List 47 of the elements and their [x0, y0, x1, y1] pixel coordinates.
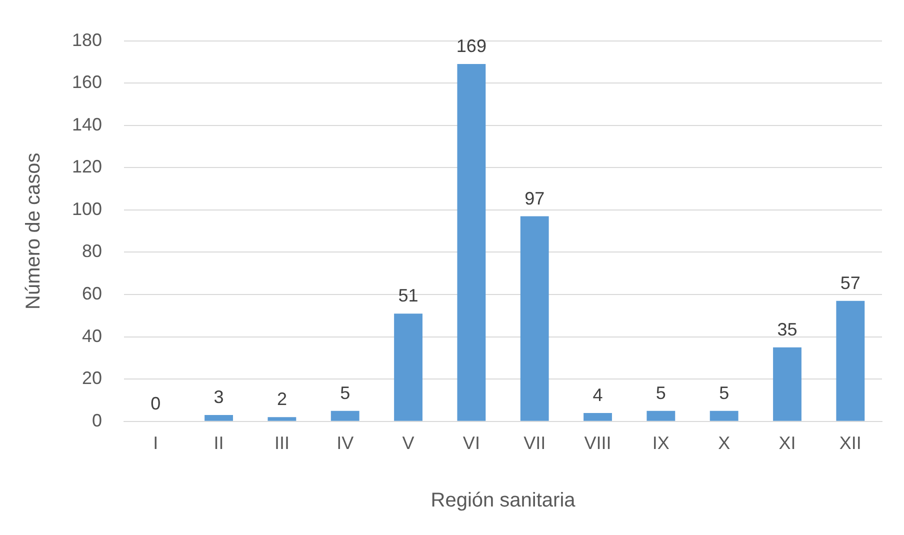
x-tick-label: X	[718, 433, 730, 454]
y-tick-label: 0	[92, 410, 102, 430]
y-tick-label: 60	[82, 284, 102, 304]
bar	[520, 216, 549, 421]
x-tick-label: V	[402, 433, 414, 454]
y-tick-label: 160	[72, 72, 102, 92]
y-tick-label: 20	[82, 368, 102, 388]
bar	[646, 410, 676, 421]
x-tick-label: I	[153, 433, 158, 454]
data-label: 57	[840, 272, 860, 293]
x-axis-title: Región sanitaria	[430, 490, 576, 512]
bar	[773, 347, 802, 421]
bar	[394, 314, 422, 421]
x-tick-label: XI	[778, 433, 796, 454]
data-label: 2	[276, 389, 287, 410]
bar	[836, 300, 865, 421]
bar	[710, 410, 738, 421]
x-tick-label: XII	[839, 433, 862, 454]
bar	[268, 417, 296, 421]
bar	[457, 64, 486, 421]
x-tick-label: VI	[462, 433, 480, 454]
data-label: 3	[214, 387, 224, 408]
data-label: 169	[456, 36, 486, 56]
x-tick-label: II	[214, 433, 224, 454]
y-tick-label: 140	[72, 114, 102, 134]
data-label: 5	[340, 382, 350, 403]
data-label: 97	[524, 188, 545, 208]
data-label: 5	[719, 382, 730, 403]
data-label: 4	[592, 384, 603, 405]
bar	[330, 410, 360, 421]
x-tick-label: IX	[652, 433, 670, 454]
y-tick-label: 120	[72, 156, 102, 177]
data-label: 0	[150, 393, 161, 414]
y-axis-title: Número de casos	[22, 152, 45, 310]
data-label: 35	[777, 319, 798, 340]
bar	[204, 415, 233, 421]
bar	[584, 412, 612, 421]
x-tick-label: IV	[336, 433, 354, 454]
y-tick-label: 100	[72, 198, 102, 219]
x-tick-label: VII	[524, 433, 546, 454]
x-tick-label: III	[274, 433, 290, 454]
y-tick-label: 40	[82, 326, 102, 346]
x-tick-label: VIII	[584, 433, 612, 454]
y-tick-label: 180	[72, 30, 102, 50]
y-tick-label: 80	[82, 241, 102, 262]
data-label: 51	[398, 286, 418, 306]
data-label: 5	[656, 382, 666, 403]
